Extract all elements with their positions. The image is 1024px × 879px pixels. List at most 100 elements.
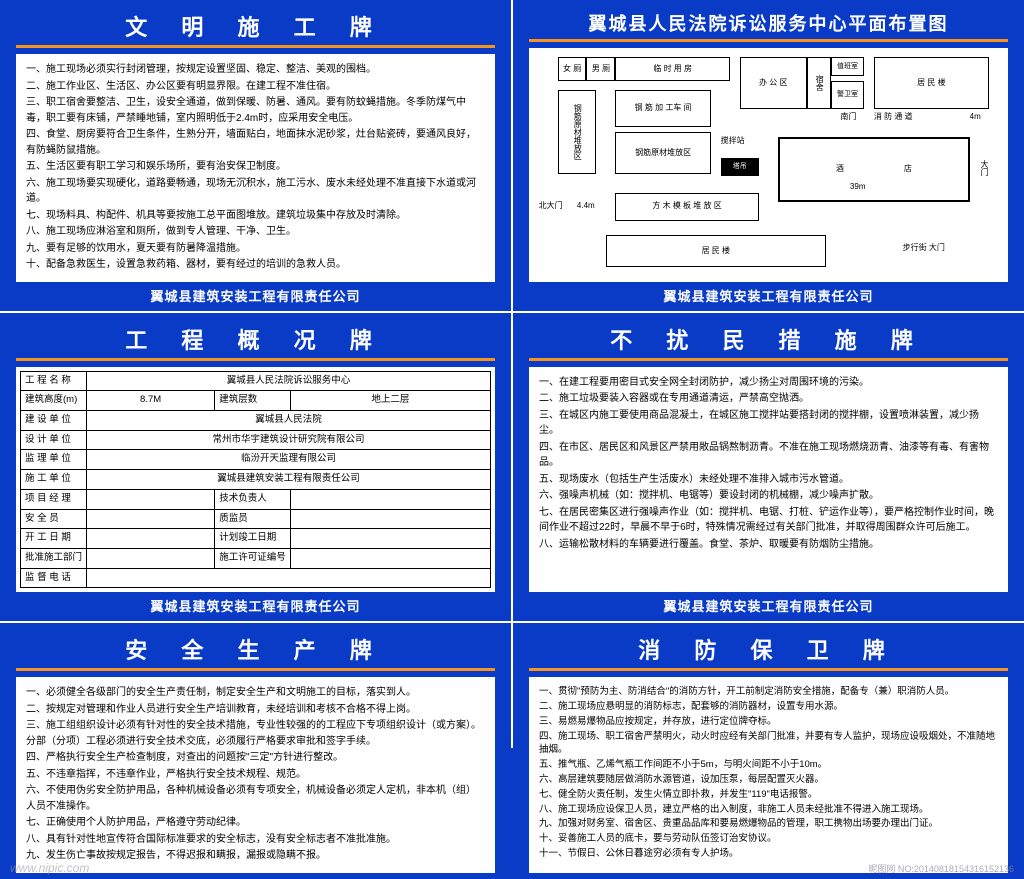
fp-hotel-shop: 酒 店	[778, 137, 970, 202]
list-item: 十、配备急救医生，设置急救药箱、器材，要有经过的培训的急救人员。	[26, 257, 485, 273]
fp-guard: 警卫室	[831, 81, 865, 109]
fp-rebar-store2: 钢筋原材堆放区	[615, 132, 711, 174]
table-row: 监 理 单 位临汾开天监理有限公司	[21, 450, 491, 470]
panel-safety: 安 全 生 产 牌 一、必须健全各级部门的安全生产责任制，制定安全生产和文明施工…	[0, 623, 511, 879]
list-item: 一、贯彻"预防为主、防消结合"的消防方针，开工前制定消防安全措施，配备专（兼）职…	[539, 685, 998, 699]
title-safety: 安 全 生 产 牌	[16, 631, 495, 668]
fp-rebar-store: 钢筋原材堆放区	[558, 90, 596, 174]
content-safety: 一、必须健全各级部门的安全生产责任制，制定安全生产和文明施工的目标，落实到人。二…	[16, 677, 495, 873]
list-item: 五、推气瓶、乙烯气瓶工作间距不小于5m，与明火间距不小于10m。	[539, 758, 998, 772]
fp-d4: 4m	[970, 113, 981, 122]
fp-wc-m: 男 厕	[586, 57, 615, 80]
fp-wc-f: 女 厕	[558, 57, 587, 80]
list-item: 二、施工作业区、生活区、办公区要有明显界限。在建工程不准住宿。	[26, 79, 485, 95]
list-item: 一、必须健全各级部门的安全生产责任制，制定安全生产和文明施工的目标，落实到人。	[26, 685, 485, 701]
list-item: 九、加强对财务室、宿舍区、贵重品品库和要易燃爆物品的管理，职工携物出场要办理出门…	[539, 817, 998, 831]
fp-rebar-work: 钢 筋 加 工车 间	[615, 90, 711, 127]
list-item: 二、按规定对管理和作业人员进行安全生产培训教育，未经培训和考核不合格不得上岗。	[26, 702, 485, 718]
list-item: 二、施工垃圾要装入容器或在专用通道清运，严禁高空抛洒。	[539, 391, 998, 407]
fp-d44: 4.4m	[577, 202, 595, 211]
list-item: 六、高层建筑要随层做消防水源管道，设加压泵，每层配置灭火器。	[539, 773, 998, 787]
title-overview: 工 程 概 况 牌	[16, 321, 495, 358]
list-item: 六、施工现场要实现硬化，道路要畅通，现场无沉积水，施工污水、废水未经处理不准直接…	[26, 176, 485, 207]
list-item: 三、易燃易爆物品应按规定，并存放，进行定位牌夺标。	[539, 715, 998, 729]
fp-office: 办 公 区	[740, 57, 807, 108]
list-item: 十一、节假日、公休日暮途穷必须有专人护场。	[539, 847, 998, 861]
panel-civilized: 文 明 施 工 牌 一、施工现场必须实行封闭管理，按规定设置坚固、稳定、整洁、美…	[0, 0, 511, 311]
list-item: 八、具有针对性地宣传符合国际标准要求的安全标志，没有安全标志者不准批准施。	[26, 832, 485, 848]
panel-disturb: 不 扰 民 措 施 牌 一、在建工程要用密目式安全网全封闭防护，减少扬尘对周围环…	[513, 313, 1024, 622]
divider	[529, 358, 1008, 361]
table-row: 工 程 名 称翼城县人民法院诉讼服务中心	[21, 371, 491, 391]
content-disturb: 一、在建工程要用密目式安全网全封闭防护，减少扬尘对周围环境的污染。二、施工垃圾要…	[529, 367, 1008, 593]
list-item: 九、发生伤亡事故按规定报告，不得迟报和瞒报，漏报或隐瞒不报。	[26, 848, 485, 864]
content-fire: 一、贯彻"预防为主、防消结合"的消防方针，开工前制定消防安全措施，配备专（兼）职…	[529, 677, 1008, 873]
list-item: 一、在建工程要用密目式安全网全封闭防护，减少扬尘对周围环境的污染。	[539, 375, 998, 391]
divider	[16, 358, 495, 361]
fp-maingate: 大门	[979, 160, 988, 176]
title-floorplan: 翼城县人民法院诉讼服务中心平面布置图	[529, 8, 1008, 39]
list-item: 四、严格执行安全生产检查制度，对查出的问题按"三定"方针进行整改。	[26, 750, 485, 766]
content-overview: 工 程 名 称翼城县人民法院诉讼服务中心建筑高度(m)8.7M建筑层数地上二层建…	[16, 367, 495, 593]
list-item: 七、正确使用个人防护用品，严格遵守劳动纪律。	[26, 815, 485, 831]
list-item: 七、在居民密集区进行强噪声作业（如：搅拌机、电锯、打桩、铲运作业等），要严格控制…	[539, 505, 998, 536]
fp-sgate: 南门	[840, 113, 856, 122]
list-item: 二、施工现场应悬明显的消防标志，配套够的消防器材，设置专用水源。	[539, 700, 998, 714]
list-item: 三、施工组组织设计必须有针对性的安全技术措施，专业性较强的的工程应下专项组织设计…	[26, 718, 485, 749]
table-row: 建 设 单 位翼城县人民法院	[21, 410, 491, 430]
title-civilized: 文 明 施 工 牌	[16, 8, 495, 45]
divider	[529, 39, 1008, 42]
watermark-right: 昵图网 NO:20140818154316152136	[868, 862, 1014, 875]
list-item: 九、要有足够的饮用水，夏天要有防暑降温措施。	[26, 241, 485, 257]
floorplan-diagram: 女 厕 男 厕 临 时 用 房 办 公 区 宿舍 值班室 居 民 楼 警卫室 南…	[529, 48, 1008, 282]
list-item: 五、不违章指挥，不违章作业，严格执行安全技术规程、规范。	[26, 767, 485, 783]
list-item: 五、现场废水（包括生产生活废水）未经处理不准排入城市污水管道。	[539, 472, 998, 488]
divider	[16, 668, 495, 671]
table-row: 批准施工部门施工许可证编号	[21, 548, 491, 568]
table-row: 设 计 单 位常州市华宇建筑设计研究院有限公司	[21, 430, 491, 450]
list-item: 四、在市区、居民区和风景区严禁用敞品锅熬制沥青。不准在施工现场燃烧沥青、油漆等有…	[539, 440, 998, 471]
list-item: 五、生活区要有职工学习和娱乐场所，要有治安保卫制度。	[26, 159, 485, 175]
list-item: 八、运输松散材料的车辆要进行覆盖。食堂、茶炉、取暖要有防烟防尘措施。	[539, 537, 998, 553]
list-item: 七、现场料具、构配件、机具等要按施工总平面图堆放。建筑垃圾集中存放及时清除。	[26, 208, 485, 224]
footer: 翼城县建筑安装工程有限责任公司	[529, 592, 1008, 615]
fp-d39: 39m	[850, 183, 866, 192]
fp-dorm: 宿舍	[807, 57, 831, 108]
overview-table: 工 程 名 称翼城县人民法院诉讼服务中心建筑高度(m)8.7M建筑层数地上二层建…	[20, 371, 491, 589]
table-row: 施 工 单 位翼城县建筑安装工程有限责任公司	[21, 470, 491, 490]
fp-duty: 值班室	[831, 57, 865, 76]
fp-walk: 步行街 大门	[903, 244, 945, 253]
divider	[16, 45, 495, 48]
footer: 翼城县建筑安装工程有限责任公司	[16, 282, 495, 305]
watermark: www.nipic.com	[10, 861, 89, 875]
table-row: 监 督 电 话	[21, 568, 491, 588]
divider	[529, 668, 1008, 671]
fp-mix: 搅拌站	[721, 137, 745, 146]
fp-res2: 居 民 楼	[606, 235, 826, 268]
table-row: 建筑高度(m)8.7M建筑层数地上二层	[21, 391, 491, 411]
list-item: 一、施工现场必须实行封闭管理，按规定设置坚固、稳定、整洁、美观的围档。	[26, 62, 485, 78]
fp-fire: 消 防 通 道	[874, 113, 913, 122]
table-row: 开 工 日 期计划竣工日期	[21, 529, 491, 549]
fp-tower: 塔吊	[721, 158, 759, 177]
list-item: 三、在城区内施工要使用商品混凝土，在城区施工搅拌站要搭封闭的搅拌棚，设置喷淋装置…	[539, 408, 998, 439]
list-item: 三、职工宿舍要整洁、卫生，设安全通道，做到保暖、防暑、通风。要有防蚊蝇措施。冬季…	[26, 95, 485, 126]
table-row: 安 全 员质监员	[21, 509, 491, 529]
list-item: 十、妥善施工人员的底卡，要与劳动队伍签订治安协议。	[539, 832, 998, 846]
table-row: 项 目 经 理技术负责人	[21, 489, 491, 509]
footer: 翼城县建筑安装工程有限责任公司	[529, 282, 1008, 305]
fp-res: 居 民 楼	[874, 57, 989, 108]
list-item: 八、施工现场应淋浴室和厕所，做到专人管理、干净、卫生。	[26, 224, 485, 240]
list-item: 四、食堂、厨房要符合卫生条件，生熟分开，墙面贴白，地面抹水泥砂浆，灶台贴瓷砖，要…	[26, 127, 485, 158]
fp-temp: 临 时 用 房	[615, 57, 730, 80]
panel-fire: 消 防 保 卫 牌 一、贯彻"预防为主、防消结合"的消防方针，开工前制定消防安全…	[513, 623, 1024, 879]
title-fire: 消 防 保 卫 牌	[529, 631, 1008, 668]
footer: 翼城县建筑安装工程有限责任公司	[16, 592, 495, 615]
title-disturb: 不 扰 民 措 施 牌	[529, 321, 1008, 358]
panel-overview: 工 程 概 况 牌 工 程 名 称翼城县人民法院诉讼服务中心建筑高度(m)8.7…	[0, 313, 511, 622]
fp-wood: 方 木 模 板 堆 放 区	[615, 193, 759, 221]
list-item: 六、不使用伪劣安全防护用品，各种机械设备必须有专项安全，机械设备必须定人定机，非…	[26, 783, 485, 814]
list-item: 四、施工现场、职工宿舍严禁明火，动火时应经有关部门批准，并要有专人监护，现场应设…	[539, 730, 998, 758]
content-civilized: 一、施工现场必须实行封闭管理，按规定设置坚固、稳定、整洁、美观的围档。二、施工作…	[16, 54, 495, 282]
list-item: 六、强噪声机械（如：搅拌机、电锯等）要设封闭的机械棚，减少噪声扩散。	[539, 488, 998, 504]
